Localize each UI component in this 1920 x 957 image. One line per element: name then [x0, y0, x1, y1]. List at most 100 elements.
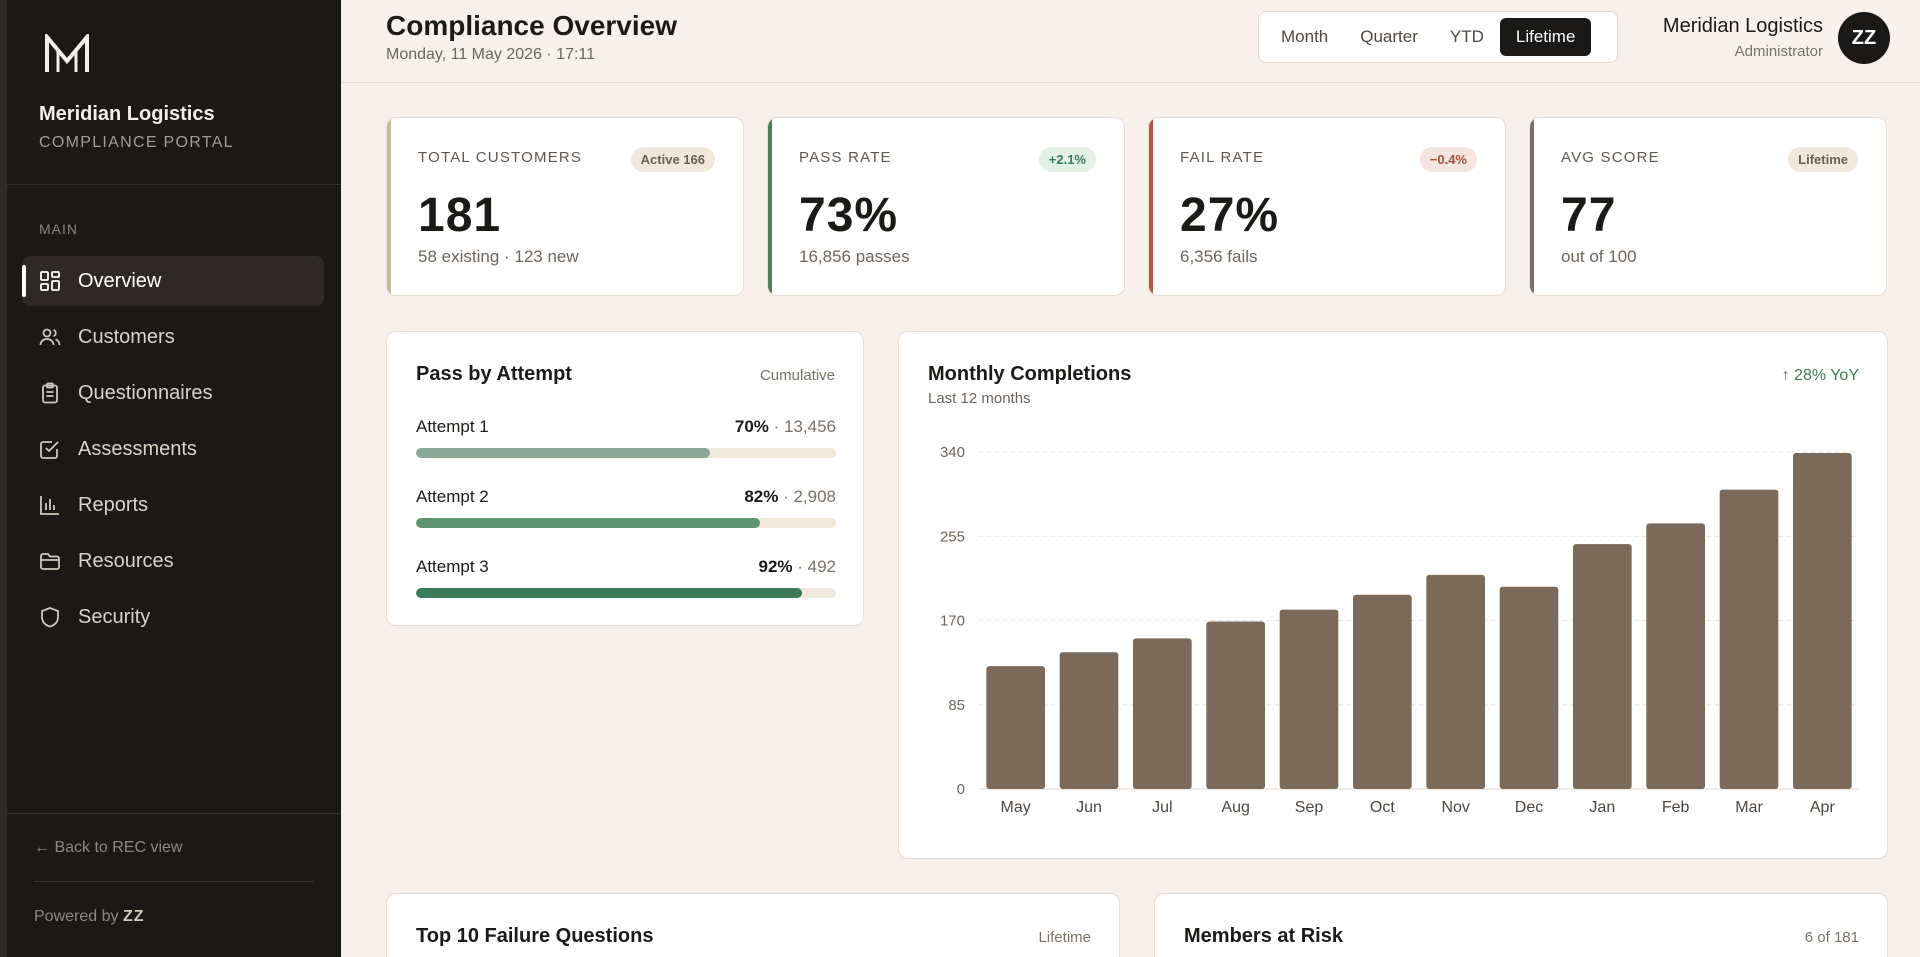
sidebar-item-assessments[interactable]: Assessments	[22, 424, 324, 474]
bar-apr[interactable]	[1793, 452, 1852, 789]
sidebar-item-security[interactable]: Security	[22, 592, 324, 642]
stat-value: 27%	[1180, 189, 1280, 242]
powered-brand: ZZ	[122, 908, 145, 925]
attempt-fill	[416, 588, 803, 598]
stat-badge: −0.4%	[1419, 147, 1477, 172]
x-tick-label: Apr	[1810, 799, 1836, 816]
powered-prefix: Powered by	[34, 908, 119, 925]
attempt-fill	[416, 448, 710, 458]
brand-name: Meridian Logistics	[39, 103, 215, 125]
bar-jun[interactable]	[1059, 652, 1119, 789]
x-tick-label: Aug	[1221, 799, 1249, 816]
sidebar-item-resources[interactable]: Resources	[22, 536, 324, 586]
page-title: Compliance Overview	[386, 10, 678, 41]
x-tick-label: Sep	[1295, 799, 1324, 816]
nav-section-label: MAIN	[39, 221, 78, 237]
x-tick-label: Oct	[1370, 799, 1395, 816]
stat-sub: 6,356 fails	[1180, 247, 1258, 266]
x-tick-label: Feb	[1662, 799, 1690, 816]
panel-meta: Cumulative	[759, 367, 835, 384]
attempt-pct: 82%	[744, 487, 779, 506]
period-quarter-button[interactable]: Quarter	[1360, 27, 1418, 46]
stat-card-pass-rate: PASS RATE +2.1% 73% 16,856 passes	[767, 117, 1125, 296]
attempt-count: 13,456	[784, 417, 836, 436]
members-at-risk-panel: Members at Risk 6 of 181	[1154, 893, 1888, 957]
powered-by: Powered by ZZ	[34, 908, 145, 926]
bar-oct[interactable]	[1353, 594, 1412, 789]
attempt-pct: 70%	[734, 417, 769, 436]
sidebar-item-label: Reports	[78, 493, 149, 516]
pass-by-attempt-panel: Pass by Attempt Cumulative Attempt 1 70%…	[386, 331, 864, 626]
bar-jan[interactable]	[1573, 544, 1632, 789]
period-month-button[interactable]: Month	[1281, 27, 1329, 46]
panel-meta: Lifetime	[1038, 929, 1091, 946]
period-lifetime-button[interactable]: Lifetime	[1499, 18, 1592, 56]
bar-jul[interactable]	[1133, 638, 1192, 789]
y-tick-label: 85	[948, 697, 965, 714]
brand-logo-icon	[44, 31, 90, 74]
sidebar-item-customers[interactable]: Customers	[22, 312, 324, 362]
folder-icon	[39, 550, 61, 572]
top-header: Compliance Overview Monday, 11 May 2026 …	[341, 0, 1920, 83]
back-to-rec-link[interactable]: ← Back to REC view	[34, 839, 183, 856]
panel-title: Pass by Attempt	[416, 363, 572, 385]
period-ytd-button[interactable]: YTD	[1449, 27, 1484, 46]
stat-accent	[768, 118, 772, 295]
attempt-stats: 82% · 2,908	[744, 487, 836, 506]
x-tick-label: Dec	[1515, 799, 1543, 816]
stat-card-avg-score: AVG SCORE Lifetime 77 out of 100	[1529, 117, 1887, 296]
stat-value: 73%	[799, 189, 899, 242]
bar-nov[interactable]	[1426, 574, 1485, 789]
attempt-count: 2,908	[793, 487, 836, 506]
attempt-label: Attempt 2	[416, 487, 489, 506]
panel-subtitle: Last 12 months	[928, 390, 1031, 407]
sidebar-item-reports[interactable]: Reports	[22, 480, 324, 530]
stat-accent	[1149, 118, 1153, 295]
clipboard-icon	[39, 382, 61, 404]
attempt-stats: 92% · 492	[758, 557, 836, 576]
bar-mar[interactable]	[1719, 489, 1779, 789]
bar-aug[interactable]	[1206, 621, 1265, 789]
avatar[interactable]: ZZ	[1838, 12, 1890, 64]
bar-dec[interactable]	[1499, 586, 1559, 789]
panel-title: Top 10 Failure Questions	[416, 925, 654, 947]
attempt-count: 492	[807, 557, 836, 576]
window-edge	[0, 0, 7, 957]
period-selector: Month Quarter YTD Lifetime	[1258, 11, 1618, 63]
stat-sub: 16,856 passes	[799, 247, 910, 266]
y-tick-label: 170	[940, 613, 965, 630]
grid-icon	[39, 270, 61, 292]
y-tick-label: 340	[940, 444, 965, 461]
page-date: Monday, 11 May 2026 · 17:11	[386, 46, 596, 63]
attempt-fill	[416, 518, 761, 528]
x-tick-label: Nov	[1441, 799, 1469, 816]
panel-title: Monthly Completions	[928, 363, 1132, 385]
sidebar: Meridian Logistics COMPLIANCE PORTAL MAI…	[0, 0, 341, 957]
sidebar-item-label: Resources	[78, 549, 174, 572]
stat-label: AVG SCORE	[1561, 149, 1660, 166]
attempt-pct: 92%	[758, 557, 793, 576]
stat-accent	[387, 118, 391, 295]
user-name: Meridian Logistics	[1662, 15, 1823, 37]
bar-chart-icon	[39, 494, 61, 516]
y-tick-label: 0	[957, 781, 965, 798]
sidebar-item-label: Questionnaires	[78, 381, 213, 404]
sidebar-item-overview[interactable]: Overview	[22, 256, 324, 306]
users-icon	[39, 326, 61, 348]
stat-label: PASS RATE	[799, 149, 892, 166]
monthly-completions-panel: 0 85 170 255 340 May Jun Jul Aug Sep Oct Nov Dec Jan F…	[898, 331, 1888, 859]
bar-feb[interactable]	[1646, 523, 1705, 789]
bar-may[interactable]	[986, 666, 1045, 789]
monthly-completions-chart: 0 85 170 255 340 May Jun Jul Aug Sep Oct Nov Dec Jan F…	[940, 444, 1859, 816]
sidebar-item-label: Customers	[78, 325, 175, 348]
attempt-label: Attempt 1	[416, 417, 489, 436]
sidebar-item-questionnaires[interactable]: Questionnaires	[22, 368, 324, 418]
sidebar-divider	[7, 184, 341, 185]
x-tick-label: May	[1001, 799, 1031, 816]
stat-value: 181	[418, 189, 502, 242]
brand-subtitle: COMPLIANCE PORTAL	[39, 134, 234, 151]
bar-sep[interactable]	[1279, 609, 1339, 789]
sidebar-divider	[34, 881, 314, 882]
x-tick-label: Jan	[1589, 799, 1615, 816]
stat-label: TOTAL CUSTOMERS	[418, 149, 583, 166]
